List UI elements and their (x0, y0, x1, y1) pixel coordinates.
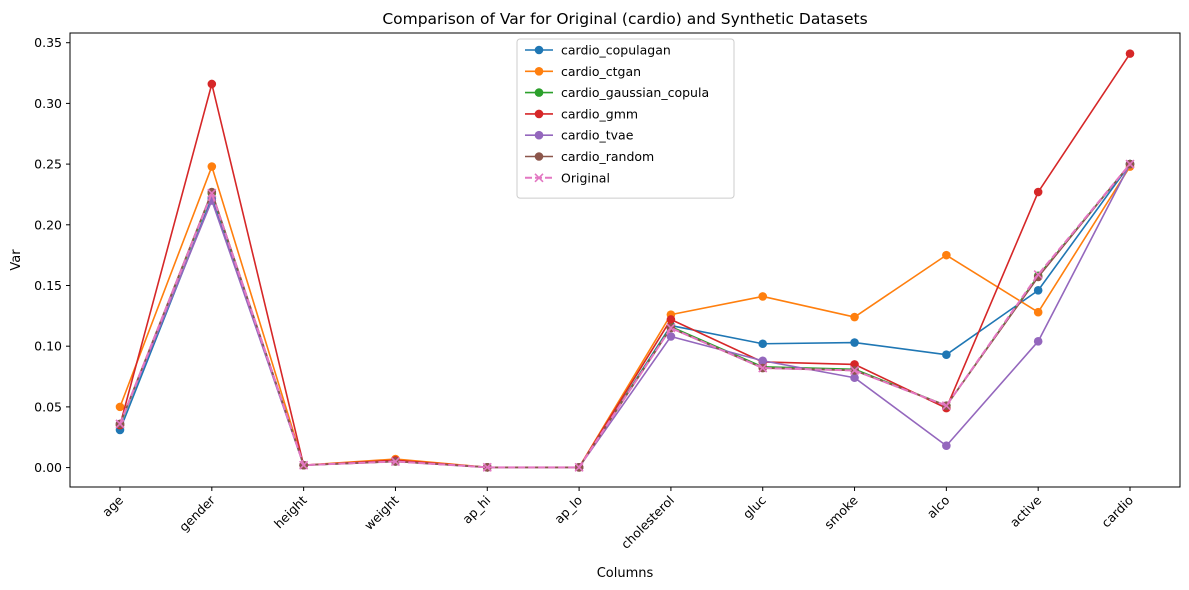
data-point (850, 312, 859, 322)
legend-marker (534, 173, 544, 183)
legend: cardio_copulagan cardio_ctgan cardio_gauss… (516, 38, 735, 199)
data-point (1033, 337, 1043, 346)
data-point (390, 456, 401, 467)
legend-marker (534, 88, 544, 97)
series-line (119, 163, 1131, 469)
legend-label: cardio_random (561, 149, 654, 164)
x-tick-label: cardio (1098, 493, 1136, 531)
legend-marker (534, 109, 544, 119)
y-tick-label: 0.10 (34, 339, 62, 354)
x-tick-label: alco (924, 493, 953, 522)
x-tick-label: height (271, 492, 310, 531)
y-axis: 0.00 0.05 0.10 0.15 0.20 0.25 0.30 0.35 (34, 35, 70, 475)
data-point (758, 292, 768, 301)
legend-marker (534, 67, 544, 76)
x-tick-label: active (1007, 492, 1045, 530)
x-tick-label: gender (176, 492, 219, 535)
data-point (574, 462, 584, 472)
x-axis-label: Columns (597, 566, 654, 581)
data-point (942, 350, 951, 359)
x-tick-label: ap_hi (459, 493, 493, 527)
data-point (758, 339, 768, 349)
legend-item: cardio_gaussian_copula (525, 85, 709, 100)
legend-label: cardio_gaussian_copula (561, 85, 709, 100)
series-Original (115, 159, 1135, 472)
legend-box (516, 38, 735, 199)
data-point (850, 360, 859, 369)
data-point (1125, 49, 1135, 58)
data-point (482, 462, 492, 472)
y-tick-label: 0.30 (34, 96, 62, 111)
y-tick-label: 0.15 (34, 278, 62, 293)
data-point (207, 162, 217, 171)
legend-label: Original (561, 170, 610, 185)
data-point (666, 323, 676, 333)
legend-item: cardio_copulagan (525, 43, 671, 58)
data-point (758, 356, 768, 366)
data-point (207, 79, 217, 89)
legend-marker (534, 45, 544, 55)
data-point (1033, 286, 1043, 295)
chart-title: Comparison of Var for Original (cardio) … (382, 10, 867, 28)
y-tick-label: 0.20 (34, 217, 62, 232)
legend-item: cardio_gmm (525, 106, 638, 121)
legend-label: cardio_copulagan (561, 43, 671, 58)
data-point (942, 250, 951, 260)
legend-label: cardio_ctgan (561, 64, 641, 79)
x-tick-label: gluc (740, 492, 769, 521)
data-point (207, 187, 217, 197)
legend-item: cardio_tvae (525, 128, 634, 143)
data-point (666, 332, 676, 341)
data-point (115, 419, 125, 429)
legend-item: cardio_ctgan (525, 64, 641, 79)
x-tick-label: weight (361, 492, 401, 532)
y-tick-label: 0.35 (34, 35, 62, 50)
data-point (299, 460, 309, 470)
data-point (1033, 307, 1043, 317)
series-layer (115, 49, 1135, 472)
y-tick-label: 0.25 (34, 157, 62, 172)
x-tick-label: ap_lo (551, 493, 585, 527)
plot-frame (69, 32, 1181, 488)
data-point (942, 441, 951, 451)
data-point (758, 363, 768, 373)
y-axis-label: Var (9, 249, 24, 271)
data-point (850, 373, 859, 383)
series-line (119, 165, 1131, 469)
data-point (666, 315, 676, 324)
legend-item: Original (525, 170, 610, 185)
legend-label: cardio_gmm (561, 106, 638, 121)
legend-item: cardio_random (525, 149, 654, 164)
data-point (115, 402, 125, 412)
x-tick-label: age (99, 492, 126, 519)
x-axis: age gender height weight ap_hi ap_lo cholester… (99, 487, 1136, 552)
legend-marker (534, 130, 544, 140)
y-tick-label: 0.05 (34, 399, 62, 414)
data-point (1033, 270, 1043, 280)
data-point (1033, 187, 1043, 197)
data-point (207, 188, 217, 198)
data-point (1125, 159, 1135, 169)
x-tick-label: cholesterol (618, 493, 677, 552)
series-line (119, 53, 1131, 469)
data-point (850, 338, 859, 347)
legend-marker (534, 152, 544, 161)
legend-label: cardio_tvae (561, 128, 634, 143)
y-tick-label: 0.00 (34, 460, 62, 475)
data-point (849, 365, 860, 376)
x-tick-label: smoke (821, 492, 861, 532)
data-point (941, 401, 951, 411)
